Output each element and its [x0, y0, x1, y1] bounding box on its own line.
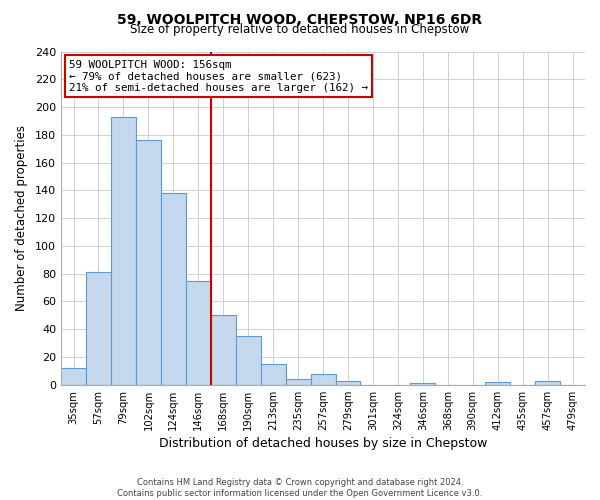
- Bar: [86, 272, 111, 385]
- Text: Contains HM Land Registry data © Crown copyright and database right 2024.
Contai: Contains HM Land Registry data © Crown c…: [118, 478, 482, 498]
- Bar: [335, 380, 361, 385]
- Bar: [211, 316, 236, 385]
- Bar: [61, 368, 86, 385]
- Text: 59, WOOLPITCH WOOD, CHEPSTOW, NP16 6DR: 59, WOOLPITCH WOOD, CHEPSTOW, NP16 6DR: [118, 12, 482, 26]
- Bar: [260, 364, 286, 385]
- Bar: [236, 336, 260, 385]
- Bar: [286, 380, 311, 385]
- Bar: [186, 280, 211, 385]
- Bar: [311, 374, 335, 385]
- Bar: [410, 384, 436, 385]
- Text: 59 WOOLPITCH WOOD: 156sqm
← 79% of detached houses are smaller (623)
21% of semi: 59 WOOLPITCH WOOD: 156sqm ← 79% of detac…: [69, 60, 368, 93]
- Text: Size of property relative to detached houses in Chepstow: Size of property relative to detached ho…: [130, 22, 470, 36]
- Bar: [111, 117, 136, 385]
- Y-axis label: Number of detached properties: Number of detached properties: [15, 125, 28, 311]
- Bar: [485, 382, 510, 385]
- X-axis label: Distribution of detached houses by size in Chepstow: Distribution of detached houses by size …: [159, 437, 487, 450]
- Bar: [136, 140, 161, 385]
- Bar: [535, 380, 560, 385]
- Bar: [161, 193, 186, 385]
